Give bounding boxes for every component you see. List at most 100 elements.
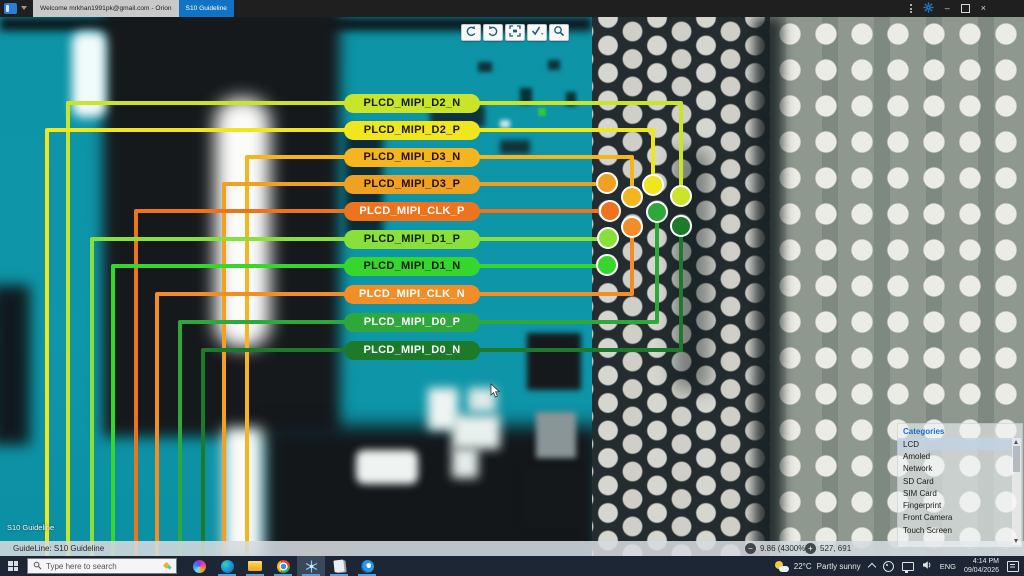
start-button[interactable] [8, 561, 18, 571]
pcb-green-dot [538, 108, 546, 116]
pcb-component [548, 60, 560, 70]
scroll-up-icon[interactable] [1014, 440, 1018, 444]
maximize-button[interactable] [960, 4, 970, 13]
wire-PLCD_MIPI_D2_P [45, 128, 352, 560]
search-input[interactable]: Type here to search [27, 558, 177, 574]
ball-pad-PLCD_MIPI_CLK_N [621, 216, 643, 238]
pcb-white-pad [356, 450, 418, 484]
tray-app-icon[interactable] [882, 560, 894, 572]
category-item-fingerprint[interactable]: Fingerprint [903, 501, 942, 511]
pcb-component [478, 62, 492, 72]
ball-pad-PLCD_MIPI_D2_N [670, 185, 692, 207]
taskbar-orion-icon[interactable] [297, 556, 325, 576]
taskbar-file-explorer-icon[interactable] [241, 556, 269, 576]
window-controls: – × [909, 0, 1024, 18]
category-item-sim-card[interactable]: SIM Card [903, 488, 937, 498]
partly-sunny-icon [774, 560, 789, 572]
tab-welcome-label: Welcome mrkhan1991pk@gmail.com - Orion [40, 5, 172, 12]
settings-gear-icon[interactable] [923, 0, 934, 18]
weather-desc: Partly sunny [816, 561, 861, 571]
measure-tool-button[interactable] [527, 24, 547, 41]
ball-pad-PLCD_MIPI_CLK_P [599, 200, 621, 222]
taskbar: Type here to search 22°C Partly sunny [0, 556, 1024, 576]
pcb-dark-chip [522, 468, 584, 528]
status-bar: GuideLine: S10 Guideline − 9.86 (4300%) … [0, 541, 1024, 556]
ball-pad-PLCD_MIPI_D0_N [670, 215, 692, 237]
action-center-icon[interactable] [1007, 560, 1019, 572]
cursor-position-icon: + [805, 543, 816, 554]
tab-list-dropdown-icon[interactable] [21, 6, 27, 10]
zoom-level-value: 9.86 (4300%) [760, 544, 809, 553]
wire-PLCD_MIPI_D0_P [178, 320, 352, 560]
rotate-right-button[interactable] [483, 24, 503, 41]
pcb-gray-chip [536, 412, 576, 458]
wire-PLCD_MIPI_D3_N [470, 155, 634, 197]
search-highlights-icon [162, 561, 172, 570]
categories-scrollbar[interactable] [1012, 438, 1021, 545]
close-button[interactable]: × [980, 3, 986, 13]
taskbar-tray: 22°C Partly sunny ENG 4:14 PM 09/04/2026 [774, 557, 1024, 576]
taskbar-copilot-icon[interactable] [185, 556, 213, 576]
menu-kebab-icon[interactable] [909, 4, 912, 13]
language-indicator[interactable]: ENG [939, 561, 956, 571]
categories-panel: Categories LCD Amoled Network SD Card SIM Ca… [897, 423, 1023, 548]
wire-PLCD_MIPI_D1_P [90, 237, 352, 560]
pcb-left-shadow [0, 285, 30, 445]
rotate-left-icon [465, 24, 477, 42]
pcb-white-streak-3 [224, 428, 262, 556]
clock-widget[interactable]: 4:14 PM 09/04/2026 [964, 557, 999, 576]
taskbar-camera-icon[interactable] [353, 556, 381, 576]
guideline-watermark: S10 Guideline [7, 523, 55, 532]
categories-title: Categories [903, 427, 945, 436]
wire-PLCD_MIPI_D2_N [66, 101, 352, 560]
scroll-down-icon[interactable] [1014, 539, 1018, 543]
app-logo-icon [4, 3, 17, 14]
mouse-cursor [490, 383, 502, 404]
tab-s10-guideline[interactable]: S10 Guideline [178, 0, 234, 17]
scroll-thumb[interactable] [1013, 446, 1020, 472]
wire-PLCD_MIPI_D0_N [201, 348, 352, 560]
magnifier-icon [553, 24, 565, 42]
wire-PLCD_MIPI_CLK_N [155, 292, 352, 560]
check-pen-icon [531, 24, 544, 42]
category-item-front-camera[interactable]: Front Camera [903, 513, 953, 523]
wire-PLCD_MIPI_D2_N [470, 101, 683, 196]
search-icon [33, 557, 42, 575]
wire-PLCD_MIPI_CLK_N [470, 227, 634, 296]
pcb-component [520, 88, 532, 104]
ball-pad-PLCD_MIPI_D3_P [596, 172, 618, 194]
statusbar-guideline-label: GuideLine: S10 Guideline [13, 544, 105, 553]
category-item-sd-card[interactable]: SD Card [903, 476, 934, 486]
tab-s10-label: S10 Guideline [185, 5, 227, 12]
category-item-amoled[interactable]: Amoled [903, 451, 931, 461]
category-item-touch-screen[interactable]: Touch Screen [903, 525, 952, 535]
taskbar-documents-icon[interactable] [325, 556, 353, 576]
taskbar-edge-icon[interactable] [213, 556, 241, 576]
bga-grid-seam [754, 17, 782, 556]
ball-pad-PLCD_MIPI_D2_P [642, 174, 664, 196]
tray-chevron-up-icon[interactable] [867, 562, 876, 572]
search-placeholder: Type here to search [46, 561, 117, 571]
fit-screen-button[interactable] [505, 24, 525, 41]
tab-welcome[interactable]: Welcome mrkhan1991pk@gmail.com - Orion [33, 0, 179, 17]
taskbar-chrome-icon[interactable] [269, 556, 297, 576]
wire-PLCD_MIPI_D3_N [245, 155, 352, 560]
minimize-button[interactable]: – [944, 3, 950, 13]
zoom-search-button[interactable] [549, 24, 569, 41]
weather-widget[interactable]: 22°C Partly sunny [774, 560, 861, 572]
pcb-dark-chip [527, 333, 581, 390]
rotate-left-button[interactable] [461, 24, 481, 41]
volume-icon[interactable] [922, 557, 932, 575]
ball-pad-PLCD_MIPI_D0_P [646, 201, 668, 223]
wire-PLCD_MIPI_D1_N [470, 264, 609, 268]
rotate-right-icon [487, 24, 499, 42]
category-item-network[interactable]: Network [903, 464, 933, 474]
weather-temp: 22°C [793, 561, 812, 571]
network-display-icon[interactable] [901, 561, 914, 573]
category-item-lcd[interactable]: LCD [898, 438, 1022, 451]
wire-PLCD_MIPI_D1_N [111, 264, 352, 560]
ball-pad-PLCD_MIPI_D3_N [621, 186, 643, 208]
taskbar-apps [185, 556, 381, 576]
